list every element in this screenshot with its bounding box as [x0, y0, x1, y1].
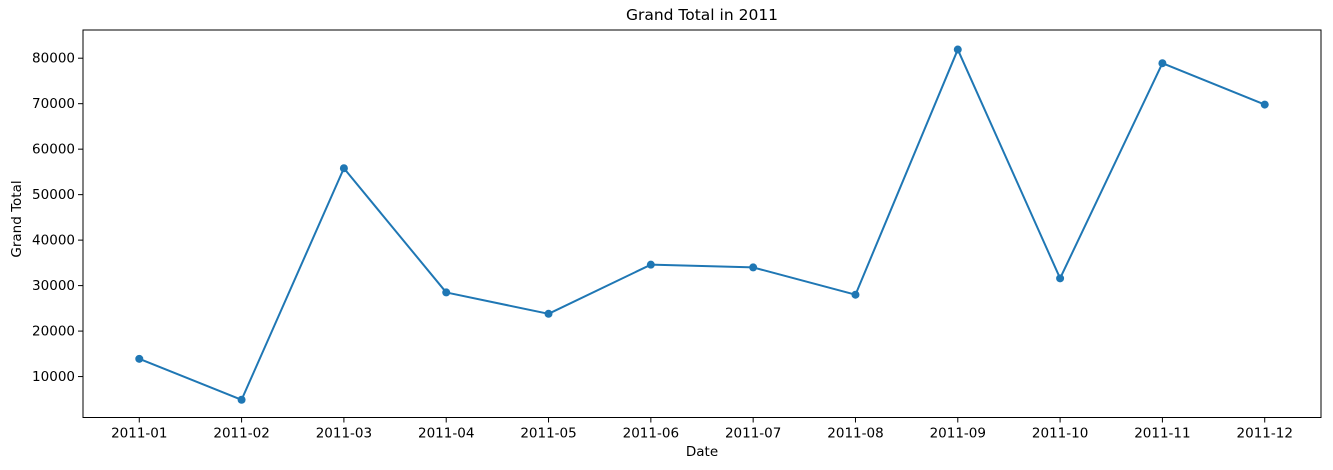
data-point-marker [544, 309, 553, 318]
data-point-marker [1158, 59, 1167, 68]
x-tick-label: 2011-10 [1032, 426, 1088, 442]
x-tick-label: 2011-03 [316, 426, 372, 442]
y-tick-label: 80000 [32, 51, 75, 67]
x-tick-label: 2011-02 [213, 426, 269, 442]
data-point-marker [1260, 100, 1269, 109]
y-tick-label: 40000 [32, 233, 75, 249]
y-tick-label: 50000 [32, 187, 75, 203]
x-tick-label: 2011-04 [418, 426, 474, 442]
y-tick-label: 30000 [32, 278, 75, 294]
data-point-marker [237, 395, 246, 404]
data-point-marker [1056, 274, 1065, 283]
data-point-marker [442, 288, 451, 297]
y-tick-label: 20000 [32, 324, 75, 340]
x-tick-label: 2011-05 [520, 426, 576, 442]
x-tick-label: 2011-09 [930, 426, 986, 442]
x-axis-label: Date [685, 444, 719, 460]
data-point-marker [135, 354, 144, 363]
data-point-marker [646, 260, 655, 269]
x-tick-label: 2011-07 [725, 426, 781, 442]
x-tick-label: 2011-01 [111, 426, 167, 442]
x-tick-label: 2011-11 [1134, 426, 1190, 442]
data-point-marker [851, 290, 860, 299]
axes-spines [82, 29, 1322, 418]
data-point-marker [749, 263, 758, 272]
y-tick-label: 10000 [32, 369, 75, 385]
data-point-marker [953, 45, 962, 54]
x-tick-label: 2011-12 [1237, 426, 1293, 442]
x-tick-label: 2011-08 [827, 426, 883, 442]
data-point-marker [339, 164, 348, 173]
y-tick-label: 60000 [32, 142, 75, 158]
data-line [138, 48, 1266, 401]
y-tick-label: 70000 [32, 96, 75, 112]
chart-title: Grand Total in 2011 [625, 6, 779, 24]
x-tick-label: 2011-06 [623, 426, 679, 442]
